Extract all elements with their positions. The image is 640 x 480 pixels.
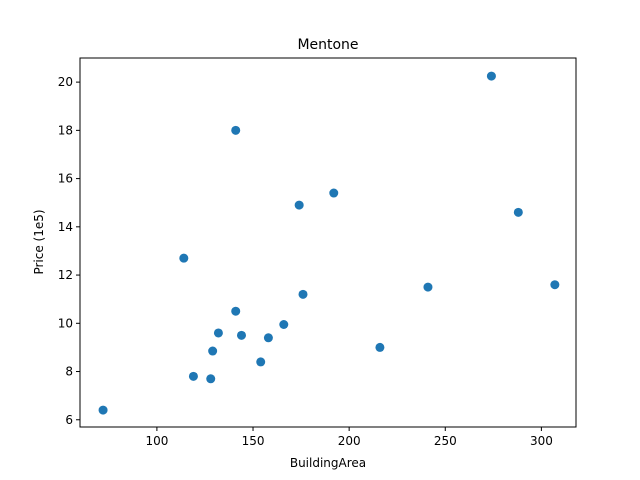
x-tick-label: 250	[434, 434, 457, 448]
data-point-8	[231, 306, 241, 316]
y-tick-label: 6	[65, 413, 73, 427]
x-tick-label: 100	[145, 434, 168, 448]
points-layer	[98, 71, 560, 415]
x-axis-ticks: 100 150 200 250 300	[145, 427, 553, 448]
y-tick-label: 16	[58, 172, 73, 186]
chart-title: Mentone	[297, 37, 358, 53]
y-tick-label: 20	[58, 75, 73, 89]
data-point-20	[550, 280, 560, 290]
data-point-11	[263, 333, 273, 343]
data-point-9	[236, 330, 246, 340]
data-point-17	[423, 282, 433, 292]
x-tick-label: 300	[530, 434, 553, 448]
y-tick-label: 8	[65, 365, 73, 379]
x-axis-label: BuildingArea	[290, 456, 366, 470]
y-tick-label: 10	[58, 316, 73, 330]
y-axis-ticks: 6 8 10 12 14 16 18 20	[58, 75, 80, 427]
data-point-15	[329, 188, 339, 198]
x-tick-label: 150	[242, 434, 265, 448]
data-point-2	[179, 253, 189, 263]
y-tick-label: 18	[58, 123, 73, 137]
y-axis-label: Price (1e5)	[32, 209, 46, 274]
data-point-7	[231, 125, 241, 135]
data-point-12	[279, 320, 289, 329]
data-point-16	[375, 342, 385, 352]
data-point-13	[294, 200, 304, 210]
x-tick-label: 200	[338, 434, 361, 448]
data-point-6	[213, 328, 223, 338]
data-point-1	[98, 405, 108, 415]
data-point-18	[486, 71, 496, 81]
data-point-4	[206, 374, 216, 384]
y-tick-label: 14	[58, 220, 73, 234]
plot-frame	[79, 57, 577, 428]
y-tick-label: 12	[58, 268, 73, 282]
data-point-10	[256, 357, 266, 367]
data-point-19	[513, 207, 523, 217]
data-point-5	[208, 346, 218, 356]
data-point-3	[188, 371, 198, 381]
data-point-14	[298, 289, 308, 299]
